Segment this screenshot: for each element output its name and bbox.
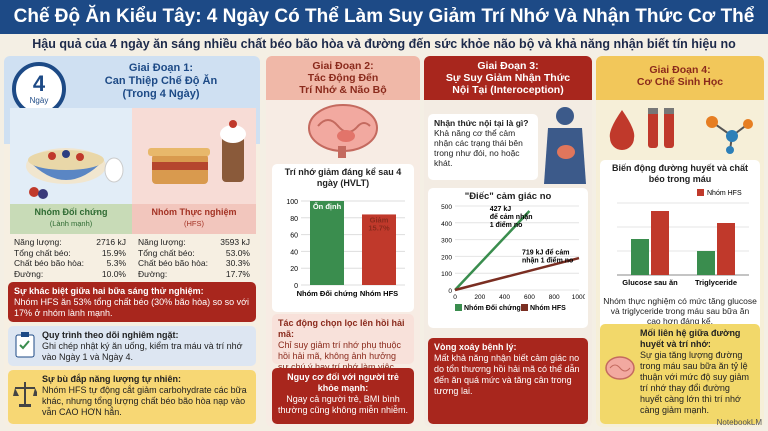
body-icon	[544, 107, 586, 184]
interoception-card: Nhận thức nội tại là gì? Khả năng cơ thể…	[428, 114, 538, 180]
brain-link-icon	[605, 356, 635, 380]
brain-icon	[308, 104, 378, 158]
stage-2-panel: Giai Đoạn 2: Tác Động Đến Trí Nhớ & Não …	[266, 56, 420, 427]
y-tick-label: 0	[448, 288, 452, 295]
blood-sample-icon	[609, 108, 753, 154]
legend-swatch	[455, 304, 462, 311]
stage-2-title: Giai Đoạn 2: Tác Động Đến Trí Nhớ & Não …	[299, 60, 387, 96]
annotation-control: 427 kJ	[490, 206, 512, 213]
y-tick-label: 0	[294, 283, 298, 290]
x-tick-label: 1000	[572, 294, 585, 301]
annotation-control: để cảm nhận	[490, 213, 533, 221]
legend-swatch	[521, 304, 528, 311]
memory-chart-card: Trí nhớ giảm đáng kể sau 4 ngày (HVLT) 0…	[272, 164, 414, 312]
clock-icon: 4 Ngày	[12, 62, 66, 116]
y-tick-label: 300	[441, 238, 452, 245]
y-tick-label: 80	[290, 216, 298, 223]
stage-4-title: Giai Đoạn 4: Cơ Chế Sinh Học	[636, 64, 724, 88]
stage-3-title: Giai Đoạn 3: Sự Suy Giảm Nhận Thức Nội T…	[445, 60, 571, 96]
annotation-hfs: nhận 1 điểm no	[522, 257, 573, 265]
hippocampus-note: Tác động chọn lọc lên hồi hải mã: Chỉ su…	[272, 314, 414, 372]
diff-callout: Sự khác biệt giữa hai bữa sáng thử nghiệ…	[8, 282, 256, 322]
compensation-callout: Sự bù đắp năng lượng tự nhiên: Nhóm HFS …	[8, 370, 256, 424]
stage-1-title: Giai Đoạn 1: Can Thiệp Chế Độ Ăn (Trong …	[104, 62, 218, 100]
annotation-hfs: 719 kJ để cảm	[522, 249, 569, 257]
clipboard-icon	[15, 332, 35, 358]
vicious-cycle-callout: Vòng xoáy bệnh lý: Mất khả năng nhận biế…	[428, 338, 588, 424]
y-tick-label: 20	[290, 266, 298, 273]
hfs-breakfast-icon	[132, 108, 256, 204]
satiety-chart-title: "Điếc" cảm giác no	[464, 191, 552, 202]
x-tick-label: 800	[549, 294, 560, 301]
control-table: Năng lượng: 2716 kJ Tổng chất béo: 15.9% C…	[14, 237, 126, 279]
bar-data-label: 15.7%	[368, 223, 390, 232]
y-tick-label: 100	[286, 199, 298, 206]
memory-bar-chart: 0 20 40 60 80 100 Ổn định Nhóm Đối chứng Giảm15.…	[286, 199, 405, 298]
x-tick-label: 0	[453, 294, 457, 301]
page-title: Chế Độ Ăn Kiểu Tây: 4 Ngày Có Thể Làm Su…	[0, 0, 768, 34]
hfs-group-header: Nhóm Thực nghiệm (HFS)	[132, 204, 256, 234]
y-tick-label: 400	[441, 221, 452, 228]
bar	[631, 239, 649, 275]
x-tick-label: Nhóm Đối chứng	[297, 289, 358, 298]
blood-chart-title: Biến động đường huyết và chất béo trong …	[612, 163, 748, 184]
risk-callout: Nguy cơ đối với người trẻ khỏe mạnh: Nga…	[272, 368, 414, 424]
bar	[697, 251, 715, 275]
satiety-chart-card: "Điếc" cảm giác no 0 100 200 300 400 500 0 200 4…	[428, 188, 588, 328]
bar	[651, 211, 669, 275]
notebooklm-logo: NotebookLM	[716, 418, 762, 427]
blood-chart-note: Nhóm thực nghiệm có mức tăng glucose và …	[603, 296, 757, 326]
y-tick-label: 60	[290, 233, 298, 240]
scale-icon	[13, 382, 37, 407]
legend-label: Nhóm HFS	[707, 190, 742, 197]
stage-4-panel: Giai Đoạn 4: Cơ Chế Sinh Học Biến động đ…	[596, 56, 764, 427]
y-tick-label: 40	[290, 249, 298, 256]
bar-data-label: Giảm	[370, 215, 389, 224]
series-line	[454, 210, 531, 291]
healthy-breakfast-icon	[10, 108, 132, 204]
annotation-control: 1 điểm no	[490, 221, 523, 229]
page-subtitle: Hậu quả của 4 ngày ăn sáng nhiều chất bé…	[32, 37, 736, 51]
bar	[362, 214, 396, 285]
glucose-memory-link: Mối liên hệ giữa đường huyết và trí nhớ:…	[600, 324, 760, 424]
bar-data-label: Ổn định	[313, 202, 342, 211]
legend-label: Nhóm HFS	[530, 305, 566, 312]
procedure-callout: Quy trình theo dõi nghiêm ngặt: Ghi chép…	[8, 326, 256, 366]
x-tick-label: Nhóm HFS	[360, 289, 398, 298]
x-tick-label: 200	[474, 294, 485, 301]
series-line	[454, 256, 580, 292]
y-tick-label: 100	[441, 271, 452, 278]
x-tick-label: 600	[524, 294, 535, 301]
bar	[310, 201, 344, 285]
satiety-line-chart: 0 100 200 300 400 500 0 200 400 600 800 1000 427 kJđ…	[441, 204, 586, 312]
stage-3-panel: Giai Đoạn 3: Sự Suy Giảm Nhận Thức Nội T…	[424, 56, 592, 427]
blood-bar-chart: Glucose sau ăn Triglyceride Nhóm HFS	[617, 189, 749, 287]
y-tick-label: 200	[441, 254, 452, 261]
legend-swatch	[697, 189, 704, 196]
y-tick-label: 500	[441, 204, 452, 211]
control-group-header: Nhóm Đối chứng (Lành mạnh)	[10, 204, 132, 234]
x-tick-label: Glucose sau ăn	[622, 278, 678, 287]
x-tick-label: Triglyceride	[695, 278, 737, 287]
hfs-table: Năng lượng: 3593 kJ Tổng chất béo: 53.0% C…	[138, 237, 250, 279]
blood-chart-card: Biến động đường huyết và chất béo trong …	[600, 160, 760, 338]
x-tick-label: 400	[499, 294, 510, 301]
bar	[717, 223, 735, 275]
memory-chart-title: Trí nhớ giảm đáng kể sau 4 ngày (HVLT)	[284, 167, 402, 188]
legend-label: Nhóm Đối chứng	[464, 304, 521, 312]
stage-1-panel: 4 Ngày Giai Đoạn 1: Can Thiệp Chế Độ Ăn …	[4, 56, 260, 427]
